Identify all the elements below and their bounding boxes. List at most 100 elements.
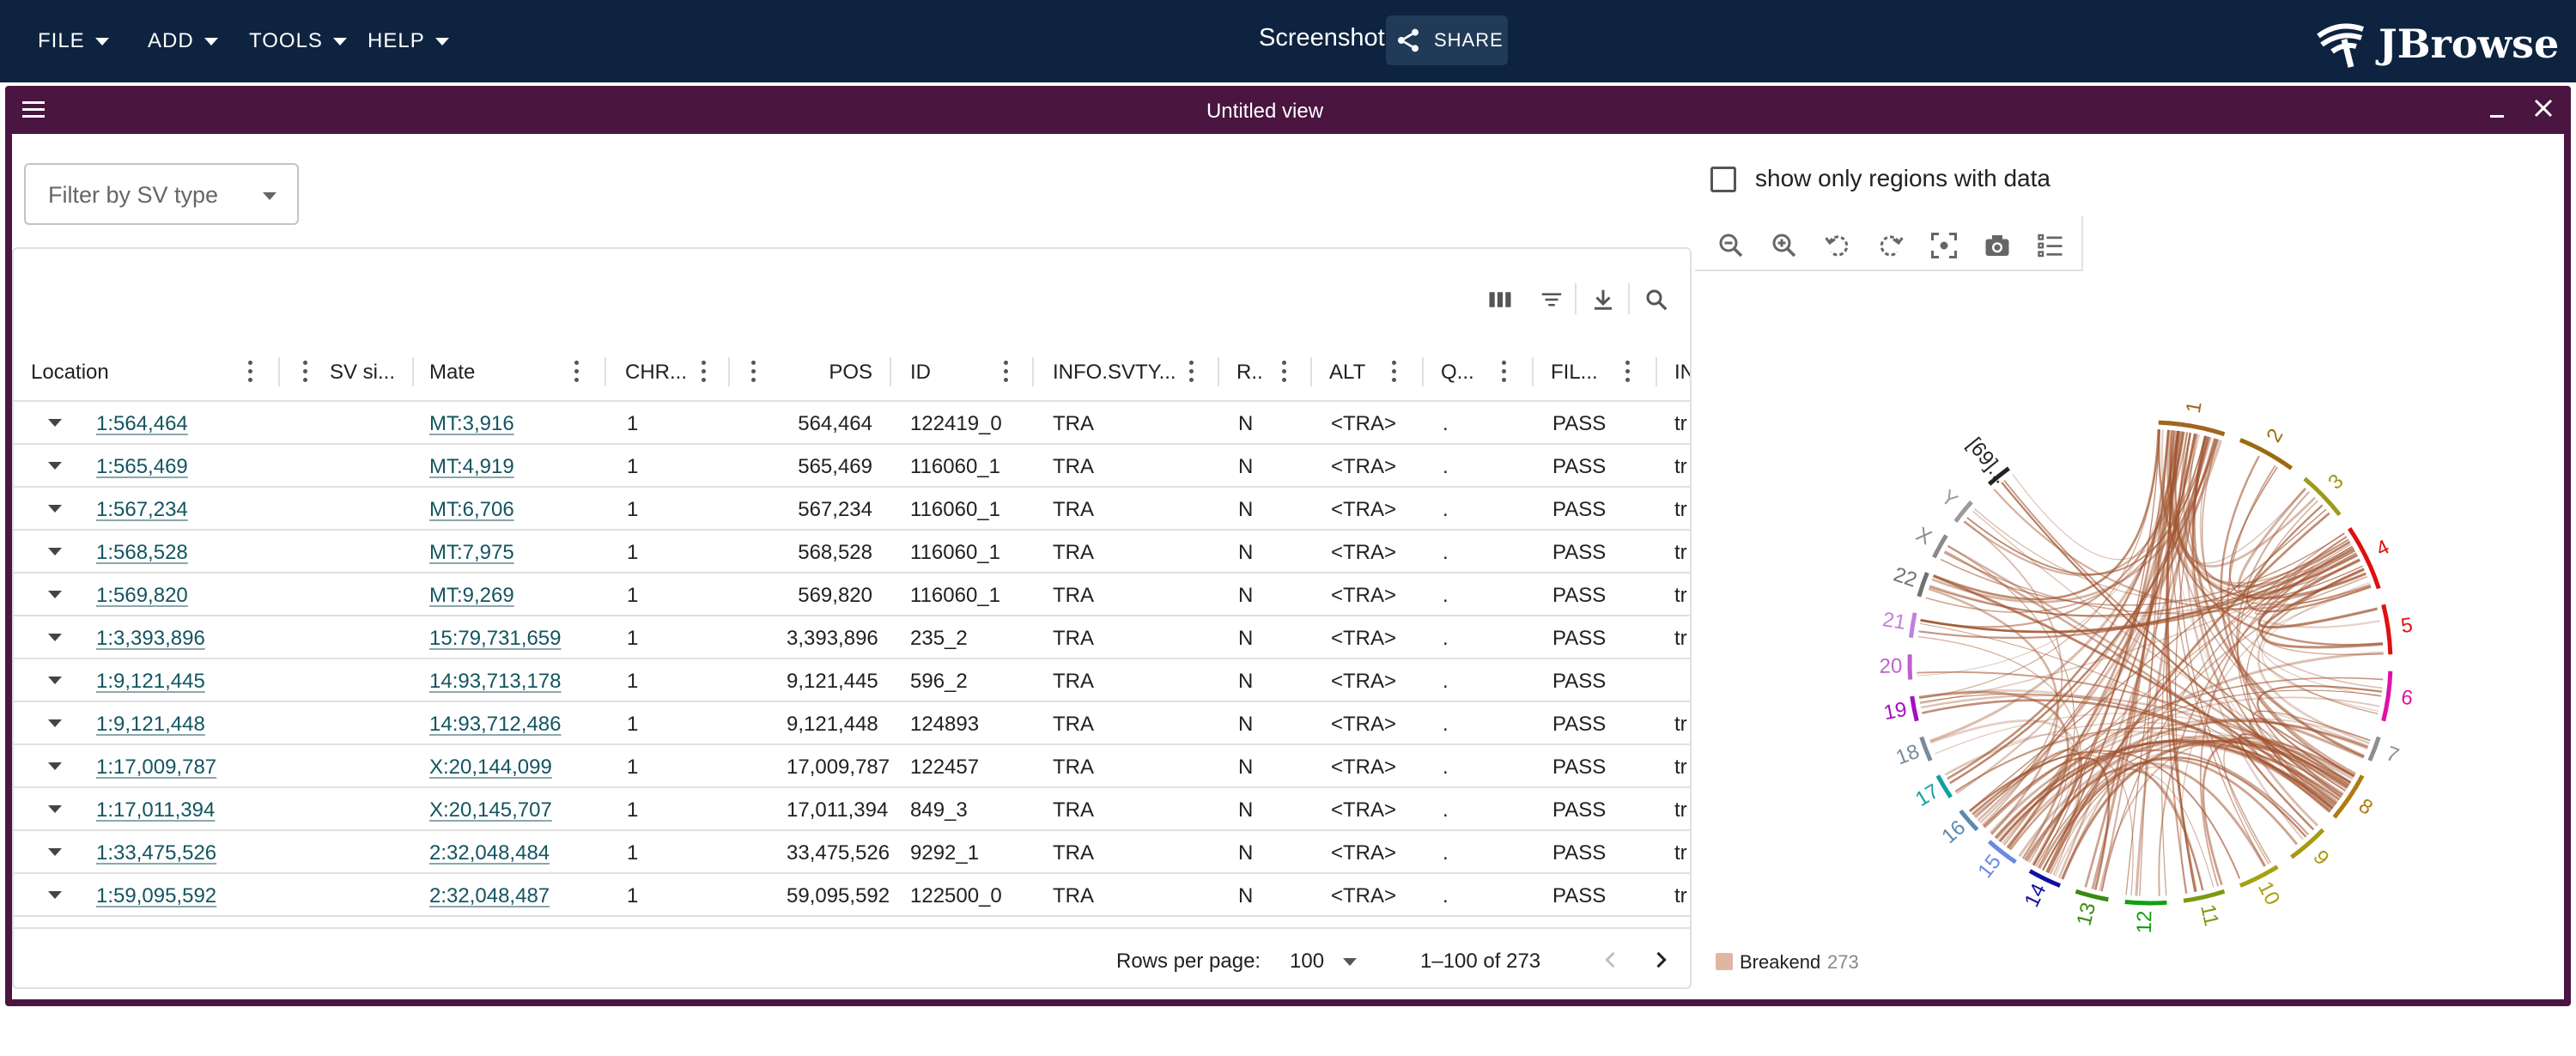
chromosome-arc[interactable] [2332,774,2365,819]
breakend-chord[interactable] [1922,699,2334,810]
next-page-icon[interactable] [1649,948,1673,972]
column-header-sv-size[interactable]: SV si... [330,361,396,384]
expand-row-icon[interactable] [48,548,62,555]
breakend-chord[interactable] [2220,455,2355,778]
cell-mate[interactable]: MT:3,916 [429,412,514,435]
breakend-chord[interactable] [2009,719,2368,851]
breakend-chord[interactable] [1917,671,2351,784]
expand-row-icon[interactable] [48,762,62,770]
table-row[interactable]: 1:17,011,394 X:20,145,707 1 17,011,394 849_3… [14,788,1690,831]
breakend-chord[interactable] [2061,739,2350,880]
search-icon[interactable] [1643,287,1669,313]
column-header-alt[interactable]: ALT [1329,361,1366,384]
column-header-mate[interactable]: Mate [429,361,476,384]
breakend-chord[interactable] [1969,751,2203,891]
breakend-chord[interactable] [2101,536,2348,892]
filter-icon[interactable] [1539,287,1564,313]
view-menu-icon[interactable] [22,100,46,120]
column-menu-icon[interactable] [1391,361,1396,383]
cell-mate[interactable]: X:20,145,707 [429,798,552,822]
column-menu-icon[interactable] [701,361,706,383]
breakend-chord[interactable] [1966,436,2209,575]
file-menu[interactable]: FILE [38,0,109,82]
view-title[interactable]: Untitled view [1206,100,1324,123]
breakend-chord[interactable] [2042,756,2307,871]
help-menu[interactable]: HELP [368,0,449,82]
table-row[interactable]: 1:569,820 MT:9,269 1 569,820 116060_1 TRA N <TR… [14,574,1690,616]
chromosome-arc[interactable] [1987,840,2017,865]
chromosome-arc[interactable] [2381,671,2393,722]
chromosome-arc[interactable] [1935,774,1953,798]
breakend-chord[interactable] [1931,439,2219,604]
breakend-chord[interactable] [1947,545,2075,864]
breakend-chord[interactable] [2190,435,2319,827]
column-menu-icon[interactable] [574,361,579,383]
column-menu-icon[interactable] [750,361,756,383]
download-icon[interactable] [1590,287,1616,313]
column-menu-icon[interactable] [247,361,252,383]
table-row[interactable]: 1:59,095,592 2:32,048,487 1 59,095,592 12250… [14,874,1690,917]
zoom-out-icon[interactable] [1716,230,1747,261]
breakend-chord[interactable] [2169,430,2365,758]
breakend-chord[interactable] [2158,545,2354,896]
chromosome-arc[interactable] [1919,736,1933,762]
circular-view-plot[interactable]: 12345678910111213141516171819202122XY[69… [1850,388,2451,938]
column-separator[interactable] [1218,357,1219,386]
tools-menu[interactable]: TOOLS [249,0,347,82]
chromosome-arc[interactable] [2183,889,2226,903]
cell-mate[interactable]: 14:93,713,178 [429,670,562,693]
rows-per-page-select[interactable]: 100 [1290,950,1358,974]
breakend-chord[interactable] [1917,430,2178,677]
cell-mate[interactable]: MT:9,269 [429,584,514,607]
table-row[interactable]: 1:564,464 MT:3,916 1 564,464 122419_0 TRA N <TR… [14,402,1690,445]
breakend-chord[interactable] [2057,439,2220,879]
column-header-info[interactable]: IN [1674,361,1690,384]
expand-row-icon[interactable] [48,634,62,641]
show-only-regions-checkbox[interactable] [1710,167,1736,192]
column-menu-icon[interactable] [302,361,307,383]
sv-type-filter-select[interactable]: Filter by SV type [24,163,299,225]
expand-row-icon[interactable] [48,505,62,513]
chromosome-arc[interactable] [2290,828,2325,859]
breakend-chord[interactable] [1918,689,2332,812]
column-header-id[interactable]: ID [910,361,931,384]
breakend-chord[interactable] [2202,736,2355,886]
breakend-chord[interactable] [2263,586,2384,648]
column-menu-icon[interactable] [1625,361,1630,383]
breakend-chord[interactable] [1955,437,2212,795]
breakend-chord[interactable] [2248,718,2365,804]
track-list-icon[interactable] [2035,230,2066,261]
chromosome-arc[interactable] [2367,736,2381,762]
zoom-in-icon[interactable] [1769,230,1800,261]
breakend-chord[interactable] [1918,690,2069,859]
column-separator[interactable] [605,357,606,386]
expand-row-icon[interactable] [48,677,62,684]
table-row[interactable]: 1:17,009,787 X:20,144,099 1 17,009,787 12245… [14,745,1690,788]
breakend-chord[interactable] [2192,435,2365,758]
breakend-chord[interactable] [1940,532,2345,606]
table-row[interactable]: 1:568,528 MT:7,975 1 568,528 116060_1 TRA N <TR… [14,531,1690,574]
column-separator[interactable] [1310,357,1312,386]
breakend-chord[interactable] [1917,635,2082,876]
cell-location[interactable]: 1:565,469 [96,455,188,478]
chromosome-arc[interactable] [2239,865,2279,888]
column-separator[interactable] [1532,357,1534,386]
breakend-chord[interactable] [2047,744,2341,873]
cell-mate[interactable]: X:20,144,099 [429,756,552,779]
cell-mate[interactable]: 2:32,048,484 [429,841,550,865]
center-focus-icon[interactable] [1929,230,1959,261]
cell-location[interactable]: 1:59,095,592 [96,884,217,907]
breakend-chord[interactable] [2229,466,2363,599]
column-separator[interactable] [1032,357,1034,386]
chromosome-arc[interactable] [1932,534,1948,559]
table-row[interactable]: 1:565,469 MT:4,919 1 565,469 116060_1 TRA N <TR… [14,445,1690,488]
column-separator[interactable] [278,357,280,386]
breakend-chord[interactable] [1977,440,2222,822]
breakend-chord[interactable] [1947,544,2344,795]
breakend-chord[interactable] [2099,738,2354,891]
cell-location[interactable]: 1:33,475,526 [96,841,217,865]
column-separator[interactable] [1656,357,1657,386]
breakend-chord[interactable] [2257,547,2384,656]
expand-row-icon[interactable] [48,462,62,470]
breakend-chord[interactable] [2169,430,2361,593]
